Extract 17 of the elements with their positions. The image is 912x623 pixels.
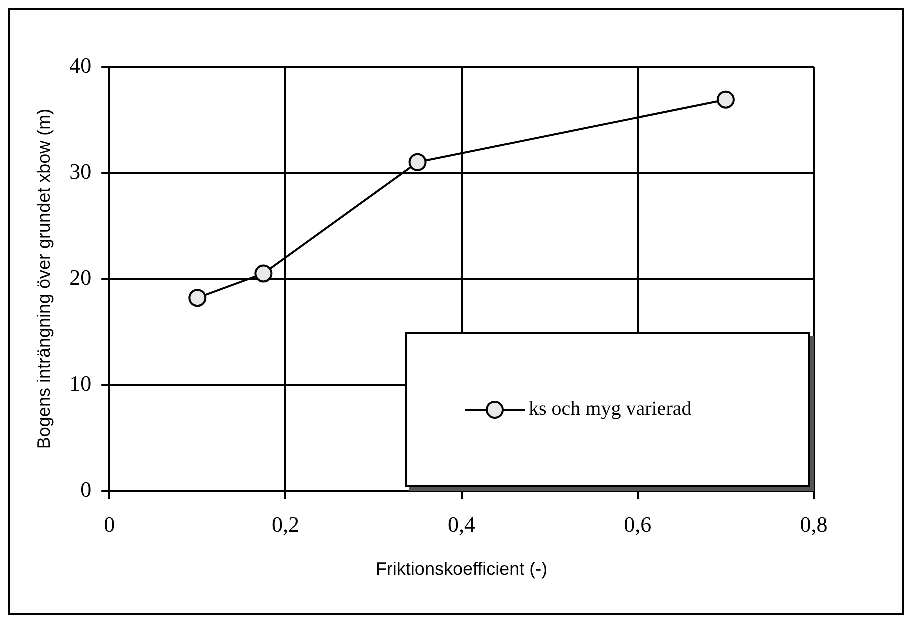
legend-label: ks och myg varierad [529, 398, 692, 421]
x-tick-label: 0,6 [624, 512, 652, 537]
x-tick-label: 0 [104, 512, 116, 537]
y-tick-label: 30 [70, 158, 92, 184]
point [254, 264, 273, 283]
x-tick-label: 0,8 [800, 512, 828, 537]
x-tick-label: 0,4 [448, 512, 476, 537]
y-tick-label: 40 [70, 52, 92, 78]
x-axis-title: Friktionskoefficient (-) [376, 559, 548, 580]
y-tick-label: 20 [70, 264, 92, 290]
point [188, 289, 207, 308]
point [716, 90, 735, 109]
y-tick-label: 0 [80, 476, 92, 502]
y-tick-label: 10 [70, 370, 92, 396]
point [408, 153, 427, 172]
x-tick-label: 0,2 [272, 512, 300, 537]
y-axis-title: Bogens inträngning över grundet xbow (m) [34, 108, 54, 450]
